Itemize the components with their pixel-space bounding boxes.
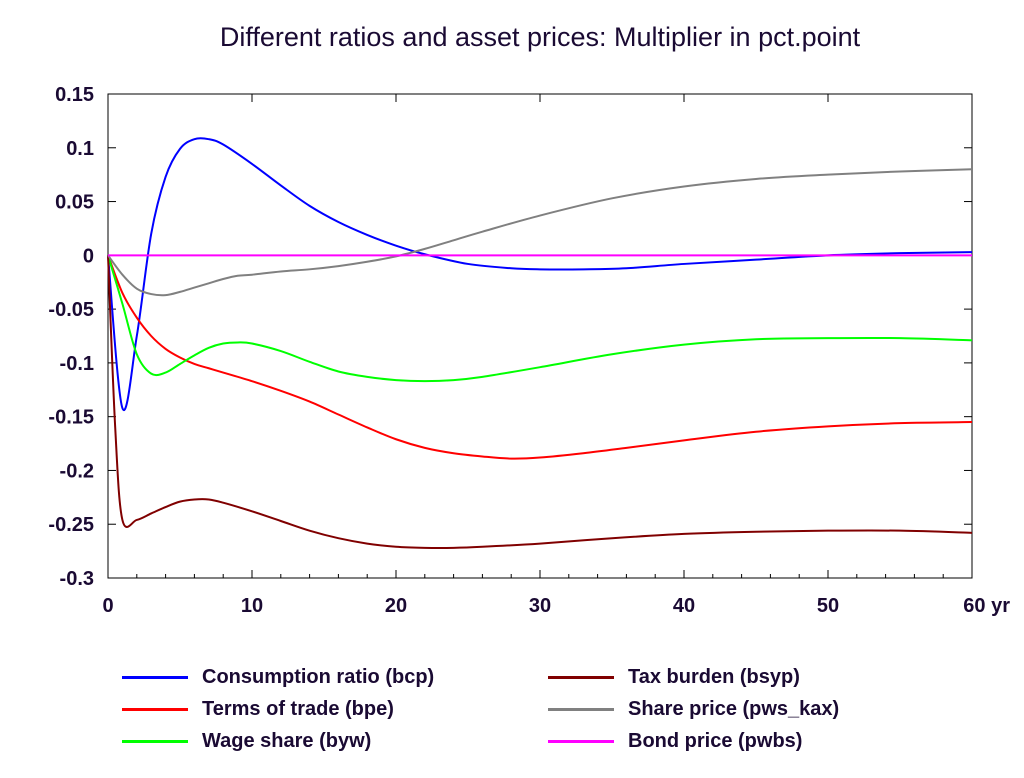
chart-title: Different ratios and asset prices: Multi… [219,22,861,52]
x-tick-label: 20 [385,595,407,617]
y-tick-label: -0.3 [60,568,94,590]
y-tick-label: -0.1 [60,353,94,375]
y-tick-label: -0.25 [48,514,94,536]
x-tick-label: 40 [673,595,695,617]
y-tick-label: 0 [83,245,94,267]
x-tick-label: 60 yr [963,595,1010,617]
y-tick-label: -0.15 [48,407,94,429]
axes: 0.15 0.1 0.05 0 -0.05 -0.1 -0.15 -0.2 -0.25 -0.3 0… [48,84,1010,617]
y-tick-label: -0.05 [48,299,94,321]
series-lines [107,137,973,550]
y-tick-label: 0.15 [55,84,94,106]
x-tick-label: 50 [817,595,839,617]
series-line-terms-of-trade-bpe [107,254,973,460]
series-line-tax-burden-bsyp [107,255,973,550]
x-tick-label: 0 [102,595,113,617]
series-line-wage-share-byw [107,255,973,383]
x-tick-label: 30 [529,595,551,617]
y-tick-label: -0.2 [60,460,94,482]
plot-frame [107,93,973,579]
series-line-share-price-pws-kax [107,168,973,297]
x-tick-label: 10 [241,595,263,617]
y-tick-label: 0.05 [55,192,94,214]
series-line-consumption-ratio-bcp [107,137,973,412]
y-tick-label: 0.1 [66,138,94,160]
